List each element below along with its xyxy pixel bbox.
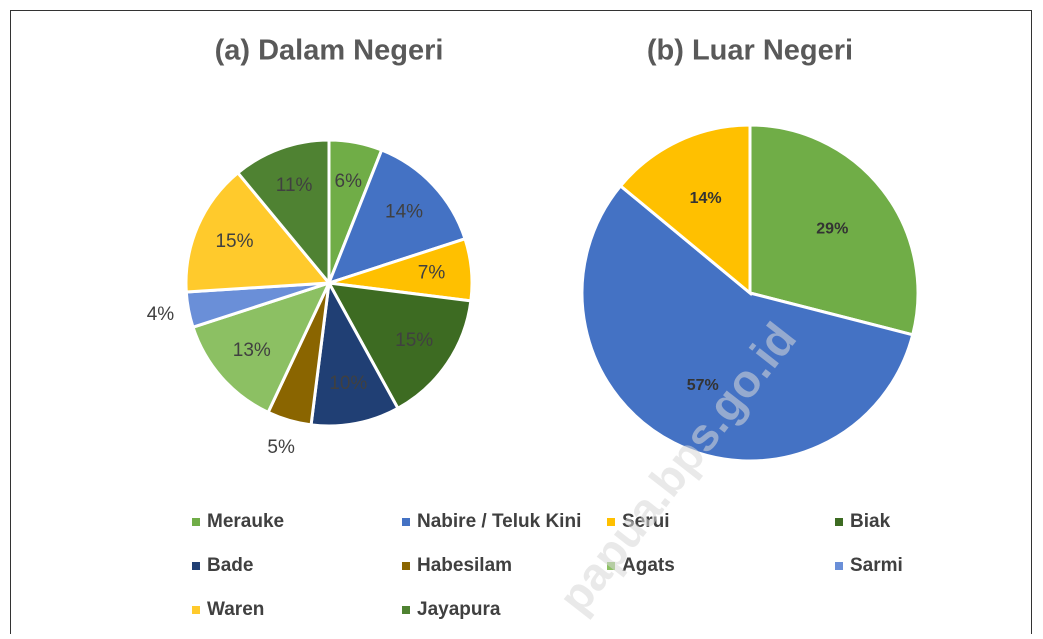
data-label: 13%	[233, 340, 271, 361]
data-label: 6%	[335, 171, 363, 192]
legend-swatch	[607, 562, 615, 570]
legend-swatch	[835, 518, 843, 526]
pie-slice	[309, 278, 400, 428]
data-label: 7%	[418, 262, 446, 283]
pie-slice	[618, 123, 752, 297]
legend-swatch	[192, 606, 200, 614]
legend-swatch	[607, 518, 615, 526]
pie-slice	[326, 281, 473, 411]
data-label: 5%	[267, 437, 295, 458]
legend-label: Biak	[850, 511, 891, 532]
legend-label: Serui	[622, 511, 670, 532]
legend-label: Habesilam	[417, 555, 512, 576]
legend-label: Agats	[622, 555, 675, 576]
data-label: 57%	[687, 377, 719, 394]
chart-title: (b) Luar Negeri	[647, 35, 853, 67]
legend-swatch	[402, 562, 410, 570]
pie-slice	[191, 280, 332, 415]
pie-slice	[580, 183, 915, 463]
legend-label: Waren	[207, 599, 264, 620]
data-label: 29%	[816, 220, 848, 237]
pie-slice	[235, 138, 331, 288]
data-label: 10%	[329, 373, 367, 394]
data-label: 14%	[690, 190, 722, 207]
legend-label: Jayapura	[417, 599, 501, 620]
legend-label: Nabire / Teluk Kini	[417, 511, 581, 532]
legend-swatch	[835, 562, 843, 570]
pie-slice	[748, 123, 920, 337]
pie-slice	[184, 170, 333, 294]
legend-swatch	[192, 562, 200, 570]
chart-title: (a) Dalam Negeri	[215, 35, 444, 67]
legend-swatch	[402, 518, 410, 526]
data-label: 4%	[147, 304, 175, 325]
legend-label: Sarmi	[850, 555, 903, 576]
data-label: 15%	[395, 330, 433, 351]
data-label: 15%	[215, 231, 253, 252]
legend-swatch	[192, 518, 200, 526]
legend-label: Merauke	[207, 511, 284, 532]
data-label: 11%	[276, 175, 313, 196]
legend-label: Bade	[207, 555, 253, 576]
legend-swatch	[402, 606, 410, 614]
data-label: 14%	[385, 202, 423, 223]
